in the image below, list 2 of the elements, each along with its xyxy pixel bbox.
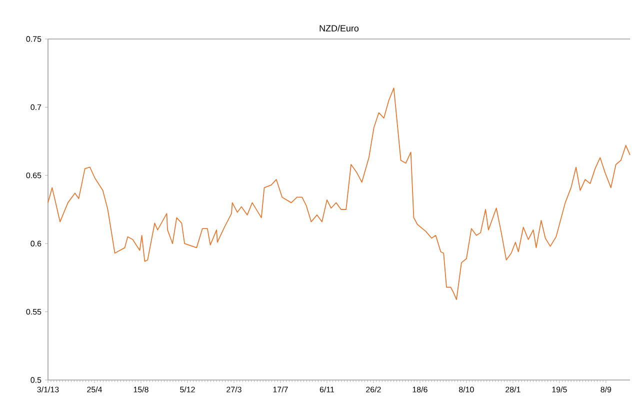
line-series (48, 88, 630, 300)
chart-title: NZD/Euro (320, 24, 359, 32)
